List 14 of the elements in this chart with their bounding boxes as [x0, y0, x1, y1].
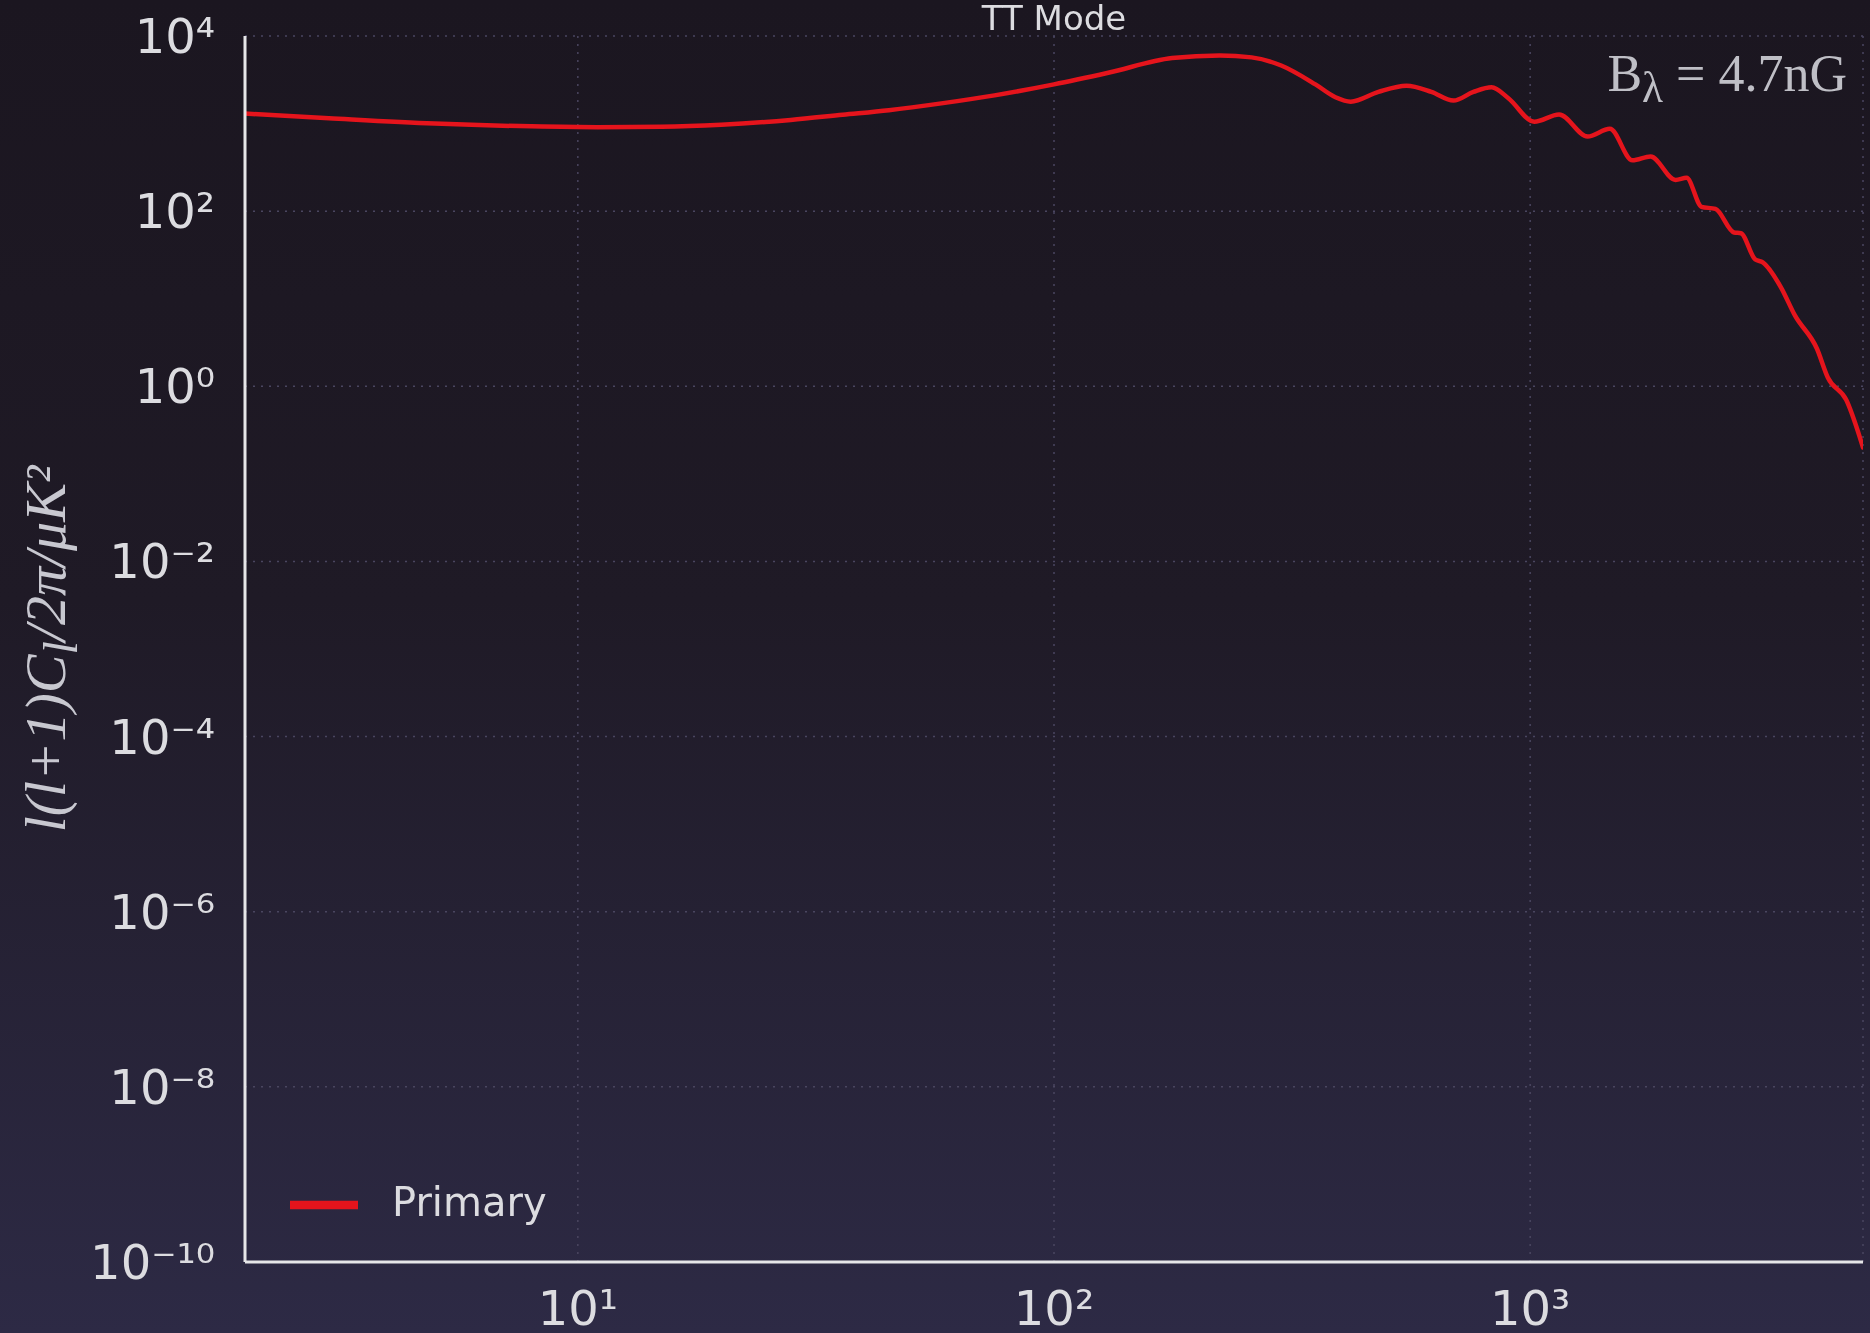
- y-tick-label: 10⁻⁴: [109, 708, 215, 765]
- x-tick-label: 10¹: [537, 1280, 618, 1333]
- legend-label: Primary: [392, 1179, 547, 1225]
- y-tick-label: 10⁰: [134, 358, 215, 415]
- annotation: B$_{λ}$ = 4.7nG: [1607, 44, 1847, 113]
- y-tick-label: 10⁻⁶: [109, 883, 215, 940]
- chart-title: TT Mode: [980, 0, 1128, 38]
- x-tick-label: 10²: [1013, 1280, 1095, 1333]
- y-tick-label: 10²: [134, 183, 215, 240]
- y-tick-label: 10⁻²: [109, 533, 215, 590]
- y-tick-label: 10⁴: [134, 8, 215, 64]
- y-tick-label: 10⁻¹⁰: [90, 1234, 215, 1290]
- x-tick-label: 10³: [1490, 1280, 1571, 1333]
- y-tick-label: 10⁻⁸: [109, 1058, 215, 1115]
